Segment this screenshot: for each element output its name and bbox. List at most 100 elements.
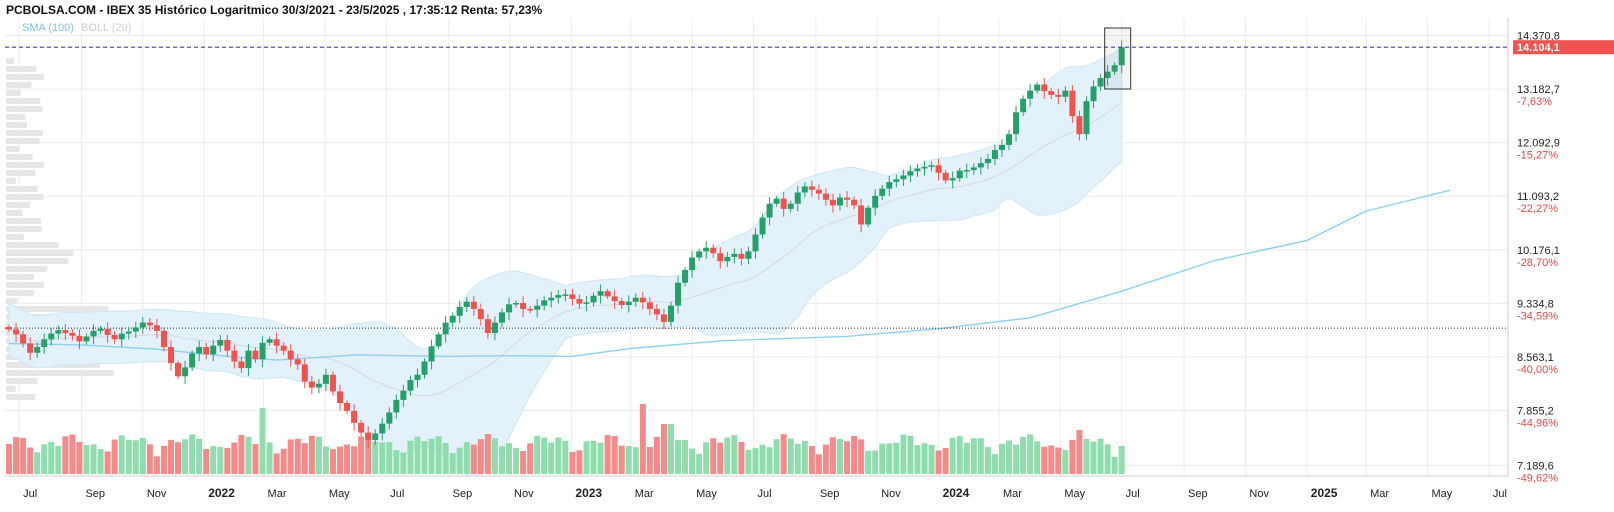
volume-bar bbox=[217, 446, 224, 474]
volume-bar bbox=[337, 446, 344, 474]
volume-bar bbox=[315, 436, 322, 474]
volume-bar bbox=[667, 424, 674, 474]
volume-bar bbox=[562, 440, 569, 474]
candle bbox=[696, 248, 703, 261]
volume-bar bbox=[935, 450, 942, 474]
candle-body bbox=[815, 189, 822, 194]
candle-body bbox=[27, 343, 34, 353]
volume-bar bbox=[1097, 438, 1104, 474]
candle-body bbox=[301, 364, 308, 382]
volume-bar bbox=[210, 446, 217, 474]
candle bbox=[203, 342, 210, 360]
candle bbox=[625, 295, 632, 313]
volume-bar bbox=[907, 435, 914, 474]
candle bbox=[1013, 105, 1020, 142]
candle-body bbox=[498, 312, 505, 323]
candle-body bbox=[639, 297, 646, 303]
last-candle-highlight bbox=[1104, 27, 1132, 90]
candle bbox=[787, 200, 794, 213]
volume-bar bbox=[280, 448, 287, 474]
volume-profile-bar bbox=[6, 106, 43, 112]
candle-body bbox=[252, 350, 259, 360]
candle-body bbox=[421, 361, 428, 375]
volume-bar bbox=[203, 449, 210, 474]
price-tick-label: 8.563,1 bbox=[1517, 352, 1554, 364]
volume-bar bbox=[506, 443, 513, 474]
candle-body bbox=[189, 353, 196, 368]
date-tick-label: Jul bbox=[23, 488, 37, 500]
candle-body bbox=[682, 270, 689, 283]
chart-title: PCBOLSA.COM - IBEX 35 Histórico Logaritm… bbox=[6, 3, 543, 17]
volume-bar bbox=[111, 439, 118, 474]
candle bbox=[752, 228, 759, 259]
volume-bar bbox=[484, 434, 491, 474]
volume-bar bbox=[569, 452, 576, 474]
volume-profile-bar bbox=[6, 226, 42, 232]
date-tick-label: Mar bbox=[635, 488, 654, 500]
candle-body bbox=[1097, 78, 1104, 87]
candle-body bbox=[562, 294, 569, 296]
candle bbox=[498, 308, 505, 328]
volume-bar bbox=[231, 442, 238, 474]
candle bbox=[414, 368, 421, 388]
candle bbox=[963, 163, 970, 179]
volume-bar bbox=[13, 437, 20, 474]
candle bbox=[991, 144, 998, 166]
candle bbox=[1111, 62, 1118, 75]
legend-sma[interactable]: SMA (100) bbox=[22, 22, 74, 34]
date-tick-label: Sep bbox=[1188, 488, 1208, 500]
volume-bar bbox=[682, 439, 689, 474]
candle-body bbox=[69, 332, 76, 336]
volume-bar bbox=[252, 444, 259, 474]
candle bbox=[576, 294, 583, 309]
candle bbox=[646, 297, 653, 316]
volume-bar bbox=[893, 442, 900, 474]
candle bbox=[97, 326, 104, 335]
date-tick-label: May bbox=[696, 488, 717, 500]
volume-bar bbox=[34, 452, 41, 474]
candle-body bbox=[801, 186, 808, 193]
candle-body bbox=[984, 158, 991, 164]
candle bbox=[379, 417, 386, 441]
date-tick-label: May bbox=[1064, 488, 1085, 500]
volume-bar bbox=[322, 446, 329, 474]
volume-bar bbox=[132, 440, 139, 474]
candle bbox=[351, 404, 358, 431]
candle bbox=[407, 375, 414, 396]
candle bbox=[1090, 80, 1097, 109]
candle bbox=[217, 334, 224, 352]
candle-body bbox=[400, 390, 407, 400]
candle bbox=[175, 360, 182, 380]
candle-body bbox=[717, 253, 724, 262]
volume-bar bbox=[287, 439, 294, 474]
candle bbox=[104, 322, 111, 343]
legend-boll[interactable]: BOLL (20) bbox=[81, 22, 132, 34]
candle bbox=[766, 197, 773, 226]
volume-bar bbox=[125, 440, 132, 474]
volume-profile-bar bbox=[6, 378, 38, 384]
candle-body bbox=[710, 247, 717, 254]
candle-body bbox=[280, 345, 287, 351]
volume-bar bbox=[879, 443, 886, 474]
date-tick-label: Jul bbox=[1126, 488, 1140, 500]
volume-profile-bar bbox=[6, 122, 28, 128]
candle bbox=[738, 248, 745, 266]
candle-body bbox=[407, 380, 414, 391]
candle bbox=[822, 188, 829, 206]
candle bbox=[520, 296, 527, 317]
candle-body bbox=[167, 347, 174, 363]
volume-profile-bar bbox=[6, 394, 36, 400]
candle-body bbox=[372, 433, 379, 441]
candle bbox=[449, 312, 456, 327]
candle-body bbox=[125, 331, 132, 334]
volume-bar bbox=[583, 441, 590, 474]
volume-bar bbox=[998, 443, 1005, 474]
volume-profile-bar bbox=[6, 370, 114, 376]
candle-body bbox=[287, 350, 294, 360]
candle-body bbox=[76, 335, 83, 342]
candle bbox=[731, 248, 738, 264]
volume-profile-bar bbox=[6, 66, 37, 72]
candle-body bbox=[442, 322, 449, 335]
date-tick-label: Mar bbox=[1003, 488, 1022, 500]
